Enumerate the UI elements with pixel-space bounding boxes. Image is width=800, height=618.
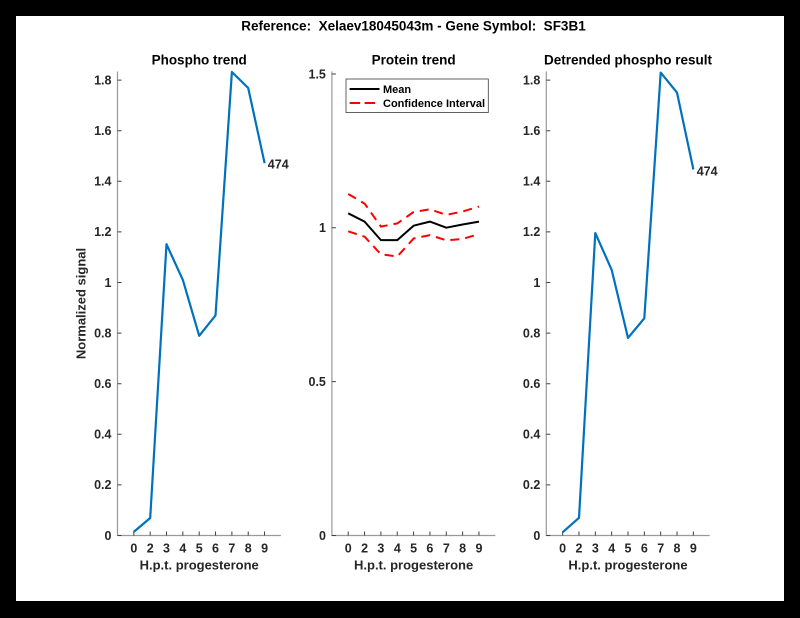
svg-text:3: 3	[163, 541, 170, 555]
svg-text:4: 4	[394, 541, 401, 555]
svg-text:8: 8	[459, 541, 466, 555]
svg-text:Reference: Xelaev18045043m -: Reference: Xelaev18045043m - Gene Symbol…	[241, 19, 586, 34]
svg-text:1.4: 1.4	[94, 175, 111, 189]
svg-text:0: 0	[319, 529, 326, 543]
svg-text:Mean: Mean	[383, 84, 411, 96]
svg-text:1.5: 1.5	[309, 67, 326, 81]
svg-text:474: 474	[697, 165, 718, 179]
svg-text:1.8: 1.8	[94, 73, 111, 87]
svg-text:0.8: 0.8	[94, 326, 111, 340]
svg-text:2: 2	[576, 541, 583, 555]
svg-text:474: 474	[268, 158, 289, 172]
svg-text:5: 5	[410, 541, 417, 555]
svg-text:0: 0	[559, 541, 566, 555]
svg-text:0.4: 0.4	[523, 428, 540, 442]
svg-text:1: 1	[105, 276, 112, 290]
svg-text:0.6: 0.6	[523, 377, 540, 391]
svg-text:2: 2	[147, 541, 154, 555]
svg-text:3: 3	[377, 541, 384, 555]
svg-text:4: 4	[179, 541, 186, 555]
svg-text:0.8: 0.8	[523, 326, 540, 340]
svg-text:9: 9	[690, 541, 697, 555]
svg-text:H.p.t. progesterone: H.p.t. progesterone	[568, 558, 687, 573]
svg-text:Normalized signal: Normalized signal	[74, 248, 89, 359]
svg-text:1.2: 1.2	[523, 225, 540, 239]
svg-text:0.5: 0.5	[309, 375, 326, 389]
svg-text:H.p.t. progesterone: H.p.t. progesterone	[140, 558, 259, 573]
svg-text:6: 6	[426, 541, 433, 555]
svg-text:5: 5	[625, 541, 632, 555]
svg-text:8: 8	[674, 541, 681, 555]
svg-text:9: 9	[261, 541, 268, 555]
svg-text:7: 7	[657, 541, 664, 555]
svg-text:0.4: 0.4	[94, 428, 111, 442]
svg-text:1.6: 1.6	[523, 124, 540, 138]
svg-text:0.2: 0.2	[523, 478, 540, 492]
svg-text:Protein trend: Protein trend	[372, 53, 456, 68]
svg-text:1.8: 1.8	[523, 73, 540, 87]
svg-text:1: 1	[533, 276, 540, 290]
svg-text:9: 9	[476, 541, 483, 555]
svg-text:1.2: 1.2	[94, 225, 111, 239]
svg-text:0: 0	[130, 541, 137, 555]
svg-text:2: 2	[361, 541, 368, 555]
svg-text:0: 0	[533, 529, 540, 543]
svg-text:8: 8	[245, 541, 252, 555]
svg-text:0.2: 0.2	[94, 478, 111, 492]
svg-text:0.6: 0.6	[94, 377, 111, 391]
svg-text:Phospho trend: Phospho trend	[152, 53, 247, 68]
svg-text:1: 1	[319, 221, 326, 235]
svg-text:H.p.t. progesterone: H.p.t. progesterone	[354, 558, 473, 573]
svg-text:Detrended phospho result: Detrended phospho result	[544, 53, 713, 68]
svg-text:1.4: 1.4	[523, 175, 540, 189]
svg-text:6: 6	[212, 541, 219, 555]
svg-text:4: 4	[608, 541, 615, 555]
svg-text:0: 0	[345, 541, 352, 555]
svg-text:6: 6	[641, 541, 648, 555]
svg-text:3: 3	[592, 541, 599, 555]
svg-text:7: 7	[228, 541, 235, 555]
svg-text:Confidence Interval: Confidence Interval	[383, 98, 485, 110]
svg-text:5: 5	[196, 541, 203, 555]
svg-text:7: 7	[443, 541, 450, 555]
svg-text:0: 0	[105, 529, 112, 543]
svg-text:1.6: 1.6	[94, 124, 111, 138]
